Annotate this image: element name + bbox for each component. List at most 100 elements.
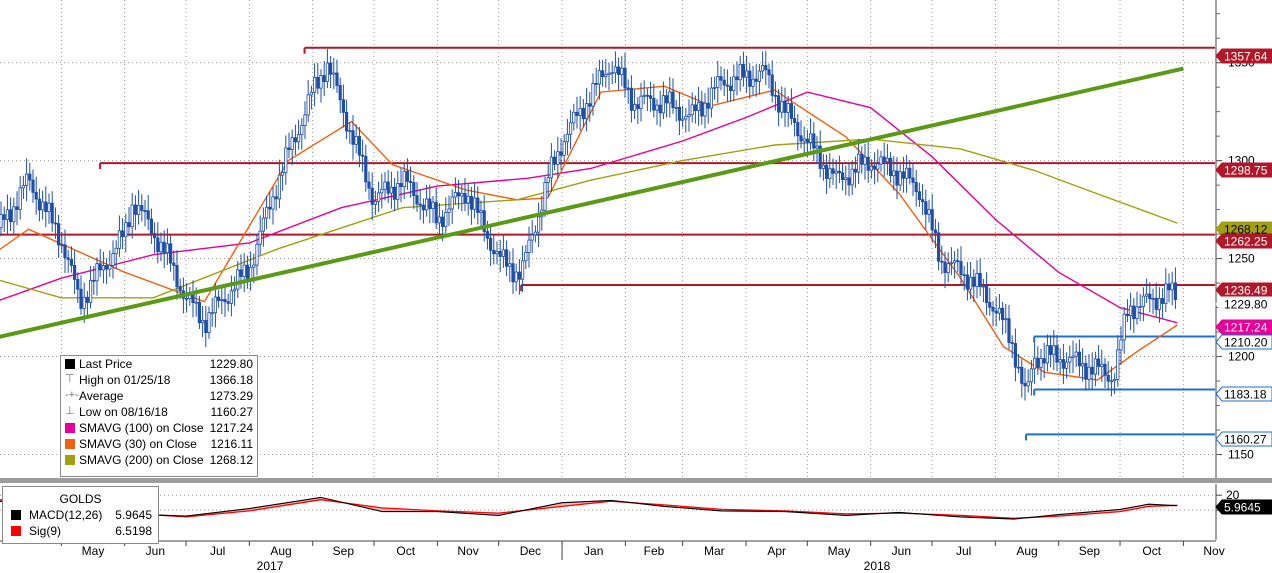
candle-body xyxy=(389,186,394,194)
candle-body xyxy=(255,243,259,266)
candle-body xyxy=(850,168,854,186)
candle-body xyxy=(1049,345,1053,355)
candle-body xyxy=(882,156,886,163)
legend-label: SMAVG (30) on Close xyxy=(79,437,197,451)
candle-body xyxy=(121,230,125,238)
candle-body xyxy=(585,103,589,120)
candle-body xyxy=(991,306,995,312)
candle-body xyxy=(360,154,365,157)
candle-body xyxy=(1138,306,1142,308)
candle-body xyxy=(415,195,419,205)
x-month-label: Jul xyxy=(956,544,971,558)
candle-body xyxy=(156,237,160,253)
candle-body xyxy=(306,94,310,116)
legend-value: 1268.12 xyxy=(209,453,253,467)
candle-body xyxy=(213,296,217,314)
candle-body xyxy=(216,296,221,301)
candle-body xyxy=(581,108,586,120)
macd-value-tag-label: 5.9645 xyxy=(1224,501,1261,515)
candle-body xyxy=(296,134,301,143)
candle-body xyxy=(226,301,230,304)
legend-row-high: ⊤ High on 01/25/18 1366.18 xyxy=(61,372,257,388)
candle-body xyxy=(284,147,288,173)
macd-legend-label: MACD(12,26) xyxy=(29,508,103,522)
candle-body xyxy=(1001,307,1005,321)
candle-body xyxy=(300,125,304,136)
candle-body xyxy=(636,104,640,110)
candle-body xyxy=(1074,351,1078,357)
candle-body xyxy=(332,72,336,75)
candle-body xyxy=(748,70,752,87)
candle-body xyxy=(786,103,790,113)
candle-body xyxy=(642,94,646,97)
candle-body xyxy=(24,173,29,186)
x-month-label: Aug xyxy=(270,544,291,558)
legend-key-smavg-200 xyxy=(65,455,75,465)
candle-body xyxy=(1148,293,1152,300)
candle-body xyxy=(380,188,384,194)
candle-body xyxy=(364,155,368,183)
candle-body xyxy=(597,70,602,85)
candle-body xyxy=(28,173,32,181)
candle-body xyxy=(495,250,499,255)
candle-body xyxy=(943,261,947,273)
candle-body xyxy=(1093,358,1097,375)
candle-body xyxy=(623,67,627,89)
macd-legend-row-sig: Sig(9) 6.5198 xyxy=(3,524,158,539)
candle-body xyxy=(476,197,480,213)
legend-row-low: ⊥ Low on 08/16/18 1160.27 xyxy=(61,404,257,420)
candle-body xyxy=(559,151,563,156)
x-month-label: Oct xyxy=(396,544,415,558)
candle-body xyxy=(399,183,403,188)
candle-body xyxy=(82,296,86,309)
y-tick-label: 1150 xyxy=(1228,447,1254,461)
candle-body xyxy=(1100,363,1104,367)
candle-body xyxy=(946,263,950,273)
candle-body xyxy=(60,244,64,247)
candle-body xyxy=(1058,359,1062,363)
price-tag-label: 1262.25 xyxy=(1224,235,1268,249)
candle-body xyxy=(745,70,749,78)
candle-body xyxy=(1061,359,1065,369)
candle-body xyxy=(73,265,77,280)
candle-body xyxy=(985,285,989,303)
candle-body xyxy=(754,78,758,82)
candle-body xyxy=(309,91,314,96)
candle-body xyxy=(437,216,442,224)
candle-body xyxy=(172,262,176,266)
candle-body xyxy=(834,170,838,174)
macd-y-tick-label: 20 xyxy=(1226,488,1240,502)
candle-body xyxy=(837,170,842,174)
candle-body xyxy=(620,67,624,76)
average-marker-icon: -+- xyxy=(65,389,79,401)
price-tag-label: 1298.75 xyxy=(1224,164,1268,178)
candle-body xyxy=(799,135,803,142)
candle-body xyxy=(818,145,822,169)
candle-body xyxy=(322,75,326,82)
candle-body xyxy=(453,192,458,198)
candle-body xyxy=(553,156,557,165)
moving-average-line xyxy=(0,91,1178,324)
candle-body xyxy=(268,206,272,210)
candle-body xyxy=(1004,318,1008,321)
candle-body xyxy=(325,62,330,82)
price-legend: Last Price 1229.80 ⊤ High on 01/25/18 13… xyxy=(60,355,258,477)
candle-body xyxy=(1129,305,1133,317)
legend-value: 1366.18 xyxy=(209,373,253,387)
candle-body xyxy=(511,263,515,283)
candle-body xyxy=(1081,363,1085,367)
candle-body xyxy=(159,241,163,253)
candle-body xyxy=(764,65,768,71)
candle-body xyxy=(175,264,179,288)
candle-body xyxy=(617,66,621,76)
candle-body xyxy=(197,301,201,324)
candle-body xyxy=(681,118,685,121)
candle-body xyxy=(341,99,346,113)
candle-body xyxy=(572,111,576,124)
candle-body xyxy=(965,274,970,290)
candle-body xyxy=(607,72,611,75)
candle-body xyxy=(780,100,784,113)
candle-body xyxy=(472,197,477,210)
candle-body xyxy=(530,234,534,241)
